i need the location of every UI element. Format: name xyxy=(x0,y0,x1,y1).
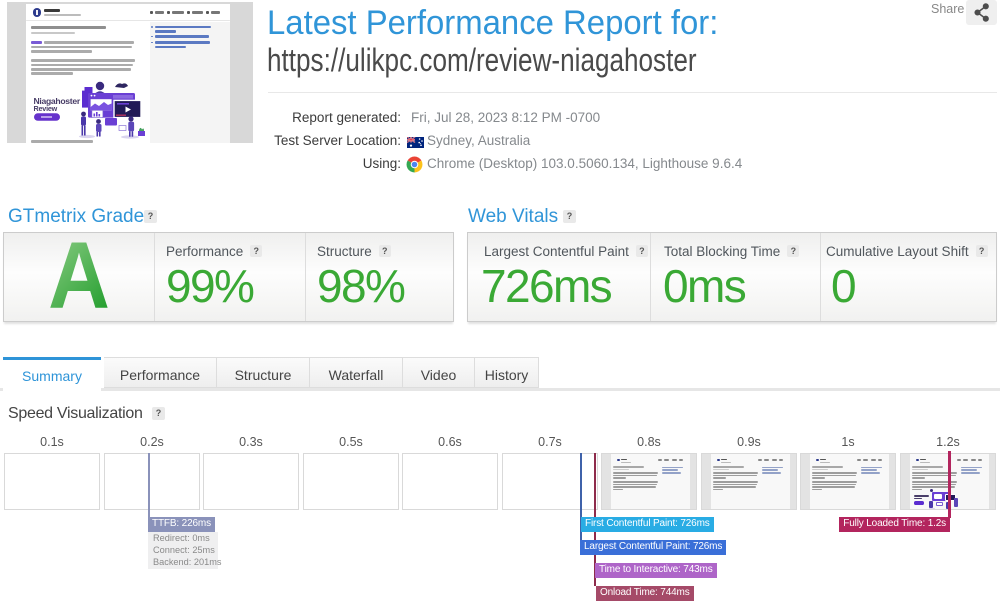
svg-text:Review: Review xyxy=(34,104,58,113)
svg-text:Niagahoster: Niagahoster xyxy=(34,96,81,106)
svg-text:A: A xyxy=(48,233,110,315)
